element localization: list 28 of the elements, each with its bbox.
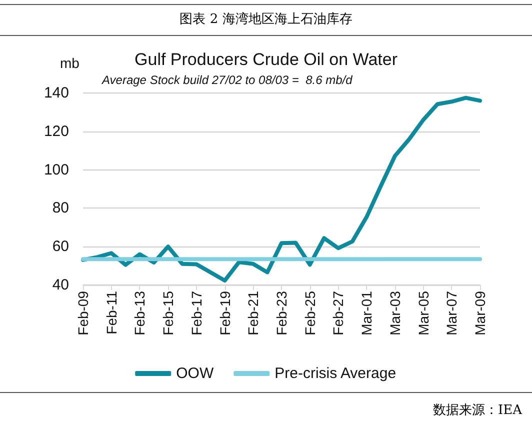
text: 图表 2 海湾地区海上石油库存 (0, 4, 532, 36)
y-axis-title: mb (60, 55, 80, 71)
chart-title: Gulf Producers Crude Oil on Water (134, 50, 398, 69)
x-tick-label: Mar-01 (358, 290, 375, 336)
x-tick-label: Feb-21 (245, 290, 262, 336)
text: Average Stock build 27/02 to 08/03 = 8.6 mb/d (101, 73, 353, 87)
x-tick-label: Feb-25 (302, 290, 318, 336)
source-note: 数据来源：IEA (0, 392, 532, 429)
y-tick-label: 120 (44, 122, 69, 140)
x-tick-label: Mar-07 (444, 290, 460, 336)
x-tick-label: Feb-13 (132, 290, 148, 336)
x-tick-label: Feb-15 (160, 290, 176, 336)
x-tick-label: Feb-17 (188, 290, 204, 336)
y-tick-label: 140 (44, 84, 69, 102)
y-tick-label: 40 (52, 276, 69, 294)
x-tick-label: Feb-19 (216, 290, 233, 336)
legend-label: Pre-crisis Average (274, 365, 396, 382)
x-tick-label: Feb-11 (103, 290, 120, 334)
x-tick-label: Mar-09 (472, 290, 488, 336)
legend-label: OOW (176, 365, 214, 382)
x-tick-label: Feb-27 (330, 290, 346, 336)
x-tick-label: Feb-23 (274, 290, 290, 336)
x-tick-label: Mar-03 (386, 290, 403, 336)
y-tick-label: 80 (52, 200, 69, 217)
x-tick-label: Mar-05 (415, 290, 432, 336)
x-tick-label: Feb-09 (75, 290, 91, 336)
y-tick-label: 100 (44, 161, 69, 178)
y-tick-label: 60 (52, 238, 69, 256)
